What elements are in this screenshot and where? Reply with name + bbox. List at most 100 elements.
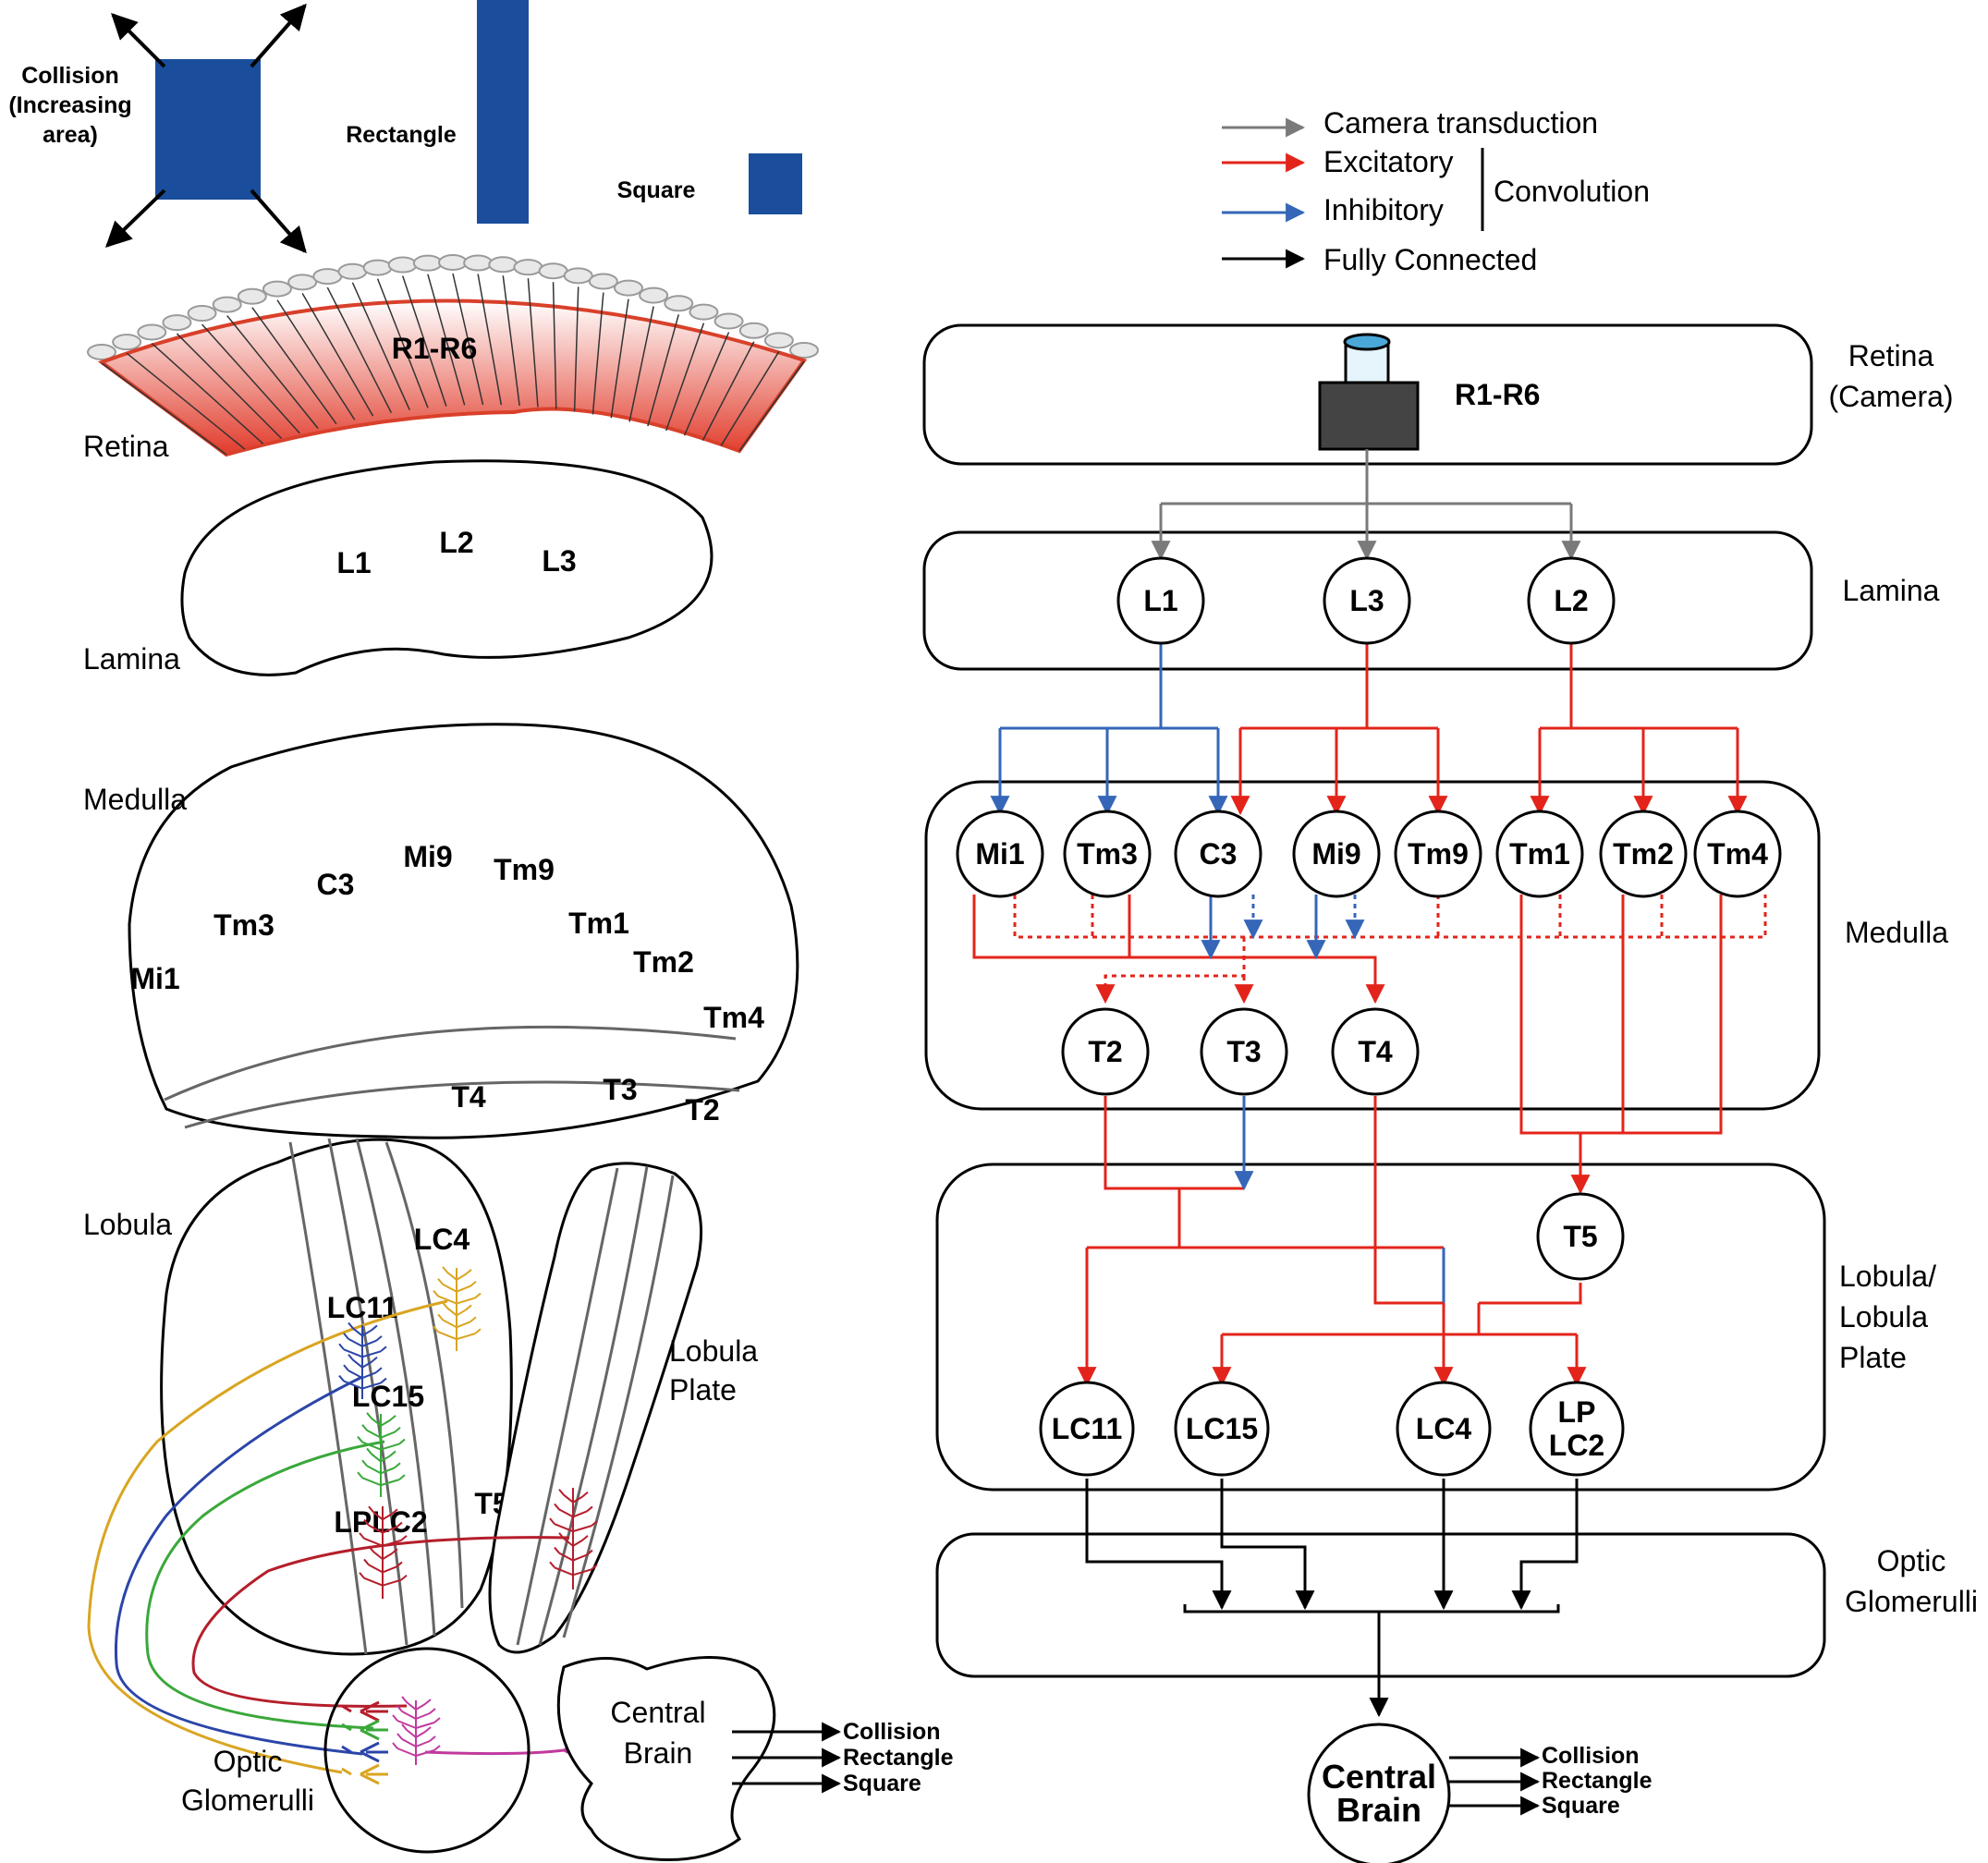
medulla-cell-tm3: Tm3 <box>213 908 274 942</box>
rhabdomere-line <box>276 299 356 420</box>
rhabdomere-line <box>351 282 410 411</box>
glom-bracket <box>1183 1604 1560 1613</box>
collision-arrow-ll <box>104 189 166 248</box>
medulla-layer-line-1 <box>164 1025 737 1102</box>
lc15-to-glom <box>1220 1479 1315 1611</box>
ommatidium-lens <box>488 256 518 274</box>
legend-label-excitatory: Excitatory <box>1323 145 1453 178</box>
lc-neuron-projections <box>87 1266 598 1785</box>
medulla-node-mi1: Mi1 <box>956 810 1044 898</box>
glomeruli-layer-box <box>935 1532 1826 1678</box>
lobula-cell-lc11: LC11 <box>327 1291 397 1324</box>
network-connections <box>972 449 1767 1718</box>
lobula-node-lc4: LC4 <box>1396 1381 1492 1477</box>
ommatidium-lens <box>387 256 418 274</box>
lobula-layer-box <box>935 1163 1826 1492</box>
svg-text:LC15: LC15 <box>1186 1412 1258 1445</box>
ommatidium-lens <box>763 332 794 349</box>
lamina-cell-l2: L2 <box>439 526 473 559</box>
svg-text:Tm3: Tm3 <box>1077 837 1138 871</box>
lobula-column-4 <box>384 1141 464 1609</box>
optic-glomeruli-label: Optic Glomerulli <box>181 1745 314 1817</box>
retina-photoreceptor-label: R1-R6 <box>392 332 477 365</box>
lobula-cell-lc15: LC15 <box>352 1380 424 1413</box>
svg-text:T4: T4 <box>1358 1035 1393 1068</box>
lc4-dendrite <box>433 1266 482 1351</box>
medulla-node-t4: T4 <box>1331 1007 1420 1096</box>
camera-body <box>1318 381 1420 451</box>
svg-text:Mi9: Mi9 <box>1311 837 1360 871</box>
ommatidium-lens <box>639 286 669 304</box>
ommatidium-lens <box>664 295 694 312</box>
svg-text:Tm2: Tm2 <box>1613 837 1674 871</box>
rhabdomere-line <box>176 333 282 439</box>
rhabdomere-line <box>527 278 539 408</box>
rhabdomere-line <box>251 307 337 425</box>
ommatidium-lens <box>538 262 568 280</box>
medulla-node-tm4: Tm4 <box>1693 810 1782 898</box>
glomerulus-terminal <box>341 1763 388 1785</box>
ommatidium-lens <box>312 268 343 286</box>
medulla-cell-c3: C3 <box>317 868 355 901</box>
retina-ommatidia <box>87 254 819 360</box>
anatomy-output-rectangle: Rectangle <box>843 1745 954 1771</box>
ommatidium-lens <box>412 254 443 272</box>
svg-text:L3: L3 <box>1349 584 1384 617</box>
medulla-cell-tm9: Tm9 <box>494 853 555 886</box>
lobula-column-2 <box>327 1138 409 1646</box>
legend-label-inhibitory: Inhibitory <box>1323 193 1444 226</box>
medulla-cell-t3: T3 <box>603 1073 637 1106</box>
lc15-dendrite <box>357 1412 406 1497</box>
lobula-plate-label: Lobula Plate <box>669 1334 758 1406</box>
tm-bus-to-t5 <box>1519 895 1723 1135</box>
medulla-node-tm9: Tm9 <box>1394 810 1482 898</box>
rhabdomere-line <box>201 323 300 434</box>
retina-layer-label: Retina (Camera) <box>1828 339 1953 413</box>
rhabdomere-line <box>720 350 780 446</box>
rhabdomere-line <box>738 360 805 452</box>
central-brain-node: Central Brain <box>1307 1723 1451 1863</box>
glomerulus-terminal <box>341 1719 388 1741</box>
lc11-to-glom <box>1085 1479 1232 1611</box>
lamina-label: Lamina <box>83 642 180 676</box>
glomerulus-terminal <box>341 1700 388 1723</box>
t4-to-lobula <box>1373 1096 1444 1305</box>
medulla-cell-t2: T2 <box>685 1093 719 1126</box>
medulla-cell-t4: T4 <box>451 1080 486 1114</box>
legend: Camera transduction Excitatory Inhibitor… <box>1222 106 1650 276</box>
medulla-layer-box <box>924 780 1821 1111</box>
collision-stimulus <box>155 59 261 200</box>
lc-dendrite-arbors <box>338 1266 598 1785</box>
ommatidium-lens <box>287 274 318 291</box>
anatomy-output-square: Square <box>843 1771 921 1796</box>
medulla-cell-tm2: Tm2 <box>633 945 694 979</box>
network-outputs: Collision Rectangle Square <box>1449 1743 1653 1819</box>
rhabdomere-line <box>402 275 447 407</box>
optic-glomeruli-circle <box>323 1647 531 1854</box>
medulla-node-t2: T2 <box>1061 1007 1150 1096</box>
lplc2-dendrite <box>359 1505 408 1599</box>
rhabdomere-line <box>552 282 557 409</box>
svg-text:T3: T3 <box>1226 1035 1261 1068</box>
lamina-node-l1: L1 <box>1116 556 1205 645</box>
lobula-cell-lc4: LC4 <box>414 1223 470 1256</box>
ommatidium-lens <box>162 314 192 332</box>
svg-text:L1: L1 <box>1143 584 1177 617</box>
lobula-plate-column-1 <box>516 1167 619 1646</box>
ommatidium-lens <box>713 312 744 330</box>
stimuli-group: Collision (Increasing area) Rectangle Squa… <box>8 0 802 254</box>
central-brain-label: Central Brain <box>610 1696 705 1770</box>
ommatidium-lens <box>438 254 468 271</box>
ommatidium-lens <box>337 262 368 280</box>
ommatidium-lens <box>187 305 217 323</box>
lobula-shape <box>160 1138 513 1656</box>
lamina-cell-l1: L1 <box>336 546 371 579</box>
lplc2-plate-dendrite <box>549 1488 598 1589</box>
rhabdomere-line <box>573 286 579 412</box>
rhabdomere-line <box>610 298 629 419</box>
collision-arrow-ur <box>250 3 307 68</box>
ommatidium-lens <box>137 323 167 341</box>
rhabdomere-line <box>126 352 246 450</box>
ommatidium-lens <box>563 267 593 285</box>
